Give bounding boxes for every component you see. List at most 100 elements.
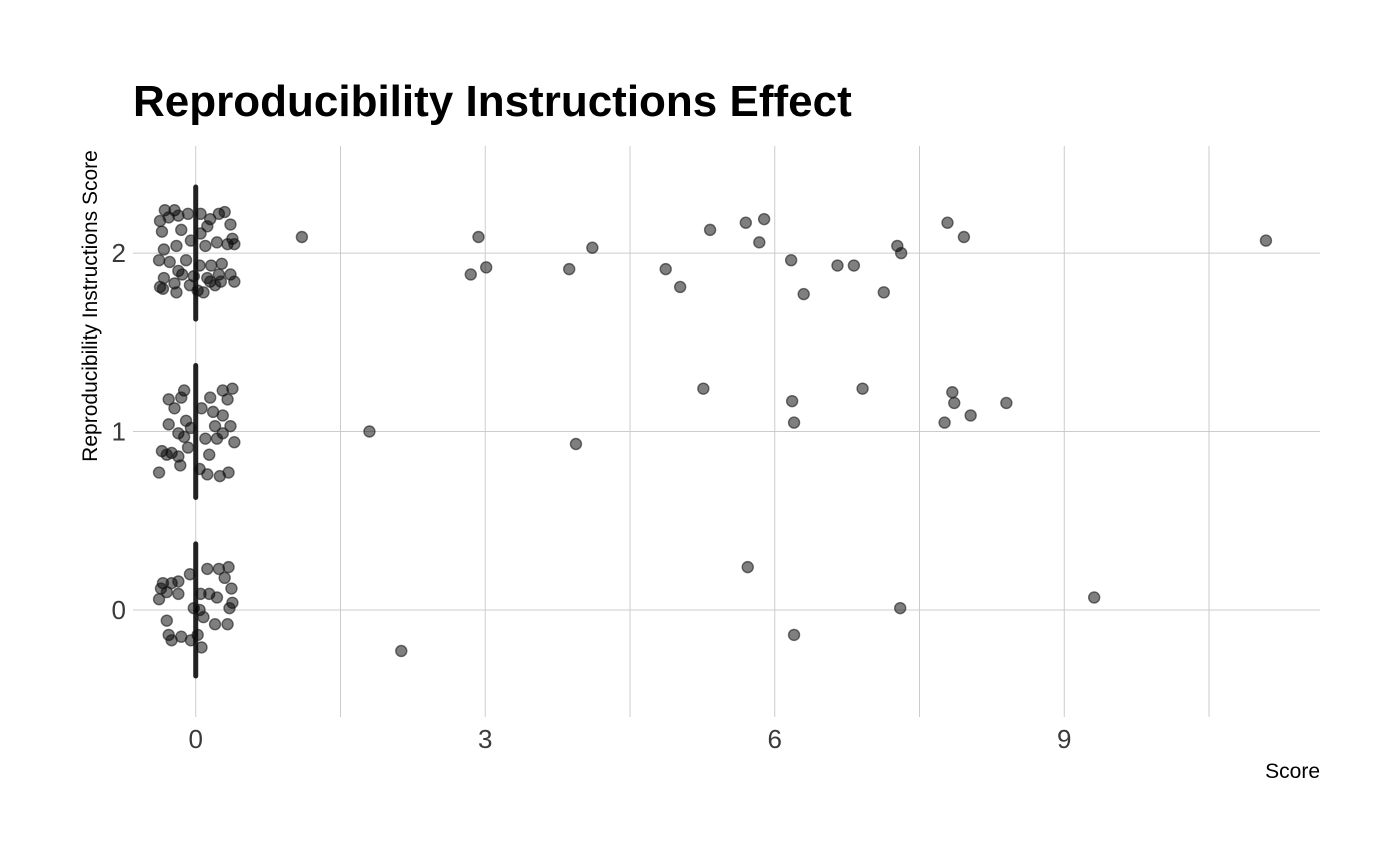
data-point: [177, 430, 191, 444]
data-point: [1000, 396, 1013, 410]
data-point: [957, 230, 971, 244]
data-point: [847, 259, 861, 272]
data-point: [472, 230, 485, 244]
data-point: [175, 391, 188, 404]
data-point: [784, 254, 798, 267]
data-point: [172, 587, 185, 601]
data-point: [208, 618, 222, 631]
data-point: [197, 610, 210, 624]
data-point: [673, 280, 687, 294]
data-point: [194, 207, 207, 221]
data-point: [157, 243, 171, 256]
data-point: [562, 262, 576, 276]
data-point: [174, 459, 187, 472]
x-tick-label: 0: [188, 724, 202, 754]
data-point: [195, 402, 208, 415]
data-point: [199, 432, 212, 445]
data-point: [831, 259, 844, 272]
chart-title: Reproducibility Instructions Effect: [133, 77, 852, 126]
data-point: [210, 591, 224, 604]
data-point: [204, 259, 218, 272]
data-point: [162, 393, 175, 406]
data-point: [226, 382, 239, 395]
x-tick-label: 9: [1057, 724, 1071, 754]
data-point: [223, 601, 236, 615]
data-point: [218, 205, 231, 219]
data-point: [877, 286, 891, 299]
y-axis-label: Reproducibility Instructions Score: [79, 150, 102, 462]
data-point: [155, 225, 169, 238]
data-point: [160, 614, 173, 627]
data-point: [948, 396, 961, 410]
data-point: [215, 257, 228, 270]
tick-labels: 0 3 6 9 0 1 2: [112, 238, 1072, 754]
data-point: [184, 234, 198, 247]
data-point: [193, 259, 206, 272]
data-point: [208, 278, 222, 292]
data-point: [201, 562, 214, 576]
data-point: [221, 393, 234, 406]
data-point: [228, 436, 241, 449]
data-points: [152, 204, 1273, 658]
data-point: [195, 641, 208, 654]
data-point: [201, 468, 214, 481]
data-point: [210, 236, 224, 249]
data-point: [218, 571, 231, 585]
data-point: [175, 223, 188, 237]
y-tick-label: 0: [112, 595, 126, 625]
data-point: [222, 560, 235, 574]
y-tick-label: 2: [112, 238, 126, 268]
data-point: [941, 216, 954, 229]
data-point: [163, 255, 176, 269]
data-point: [659, 262, 672, 276]
data-point: [184, 634, 198, 647]
data-point: [221, 618, 234, 631]
data-point: [228, 237, 241, 251]
data-point: [170, 239, 183, 253]
data-point: [946, 386, 959, 399]
data-point: [172, 575, 185, 588]
data-point: [225, 582, 238, 595]
data-point: [197, 286, 210, 299]
data-point: [152, 593, 166, 606]
data-point: [586, 241, 599, 254]
data-point: [170, 286, 183, 299]
data-point: [894, 246, 908, 260]
data-point: [569, 437, 583, 451]
data-point: [697, 382, 710, 395]
data-point: [395, 644, 408, 658]
data-point: [179, 254, 193, 267]
data-point: [181, 207, 195, 221]
data-point: [739, 216, 753, 229]
data-point: [464, 268, 477, 281]
data-point: [152, 254, 166, 267]
data-point: [753, 236, 766, 249]
data-point: [160, 585, 173, 599]
data-point: [152, 466, 166, 479]
data-point: [222, 466, 235, 479]
data-point: [787, 416, 801, 429]
data-point: [787, 628, 801, 642]
data-point: [181, 441, 195, 454]
data-point: [156, 282, 170, 295]
data-point: [785, 394, 799, 408]
data-point: [184, 421, 198, 435]
data-point: [208, 419, 222, 433]
data-point: [165, 634, 178, 647]
data-point: [797, 287, 810, 301]
data-point: [199, 239, 212, 253]
y-tick-label: 1: [112, 417, 126, 447]
data-point: [210, 432, 224, 445]
data-point: [183, 568, 197, 581]
data-point: [703, 223, 717, 237]
data-point: [741, 560, 754, 574]
data-point: [1087, 591, 1101, 604]
data-point: [964, 409, 977, 422]
data-point: [480, 261, 493, 274]
x-axis-label: Score: [1265, 760, 1320, 783]
data-point: [160, 448, 173, 461]
grid: [133, 146, 1320, 717]
data-point: [201, 220, 214, 233]
data-point: [224, 419, 237, 433]
